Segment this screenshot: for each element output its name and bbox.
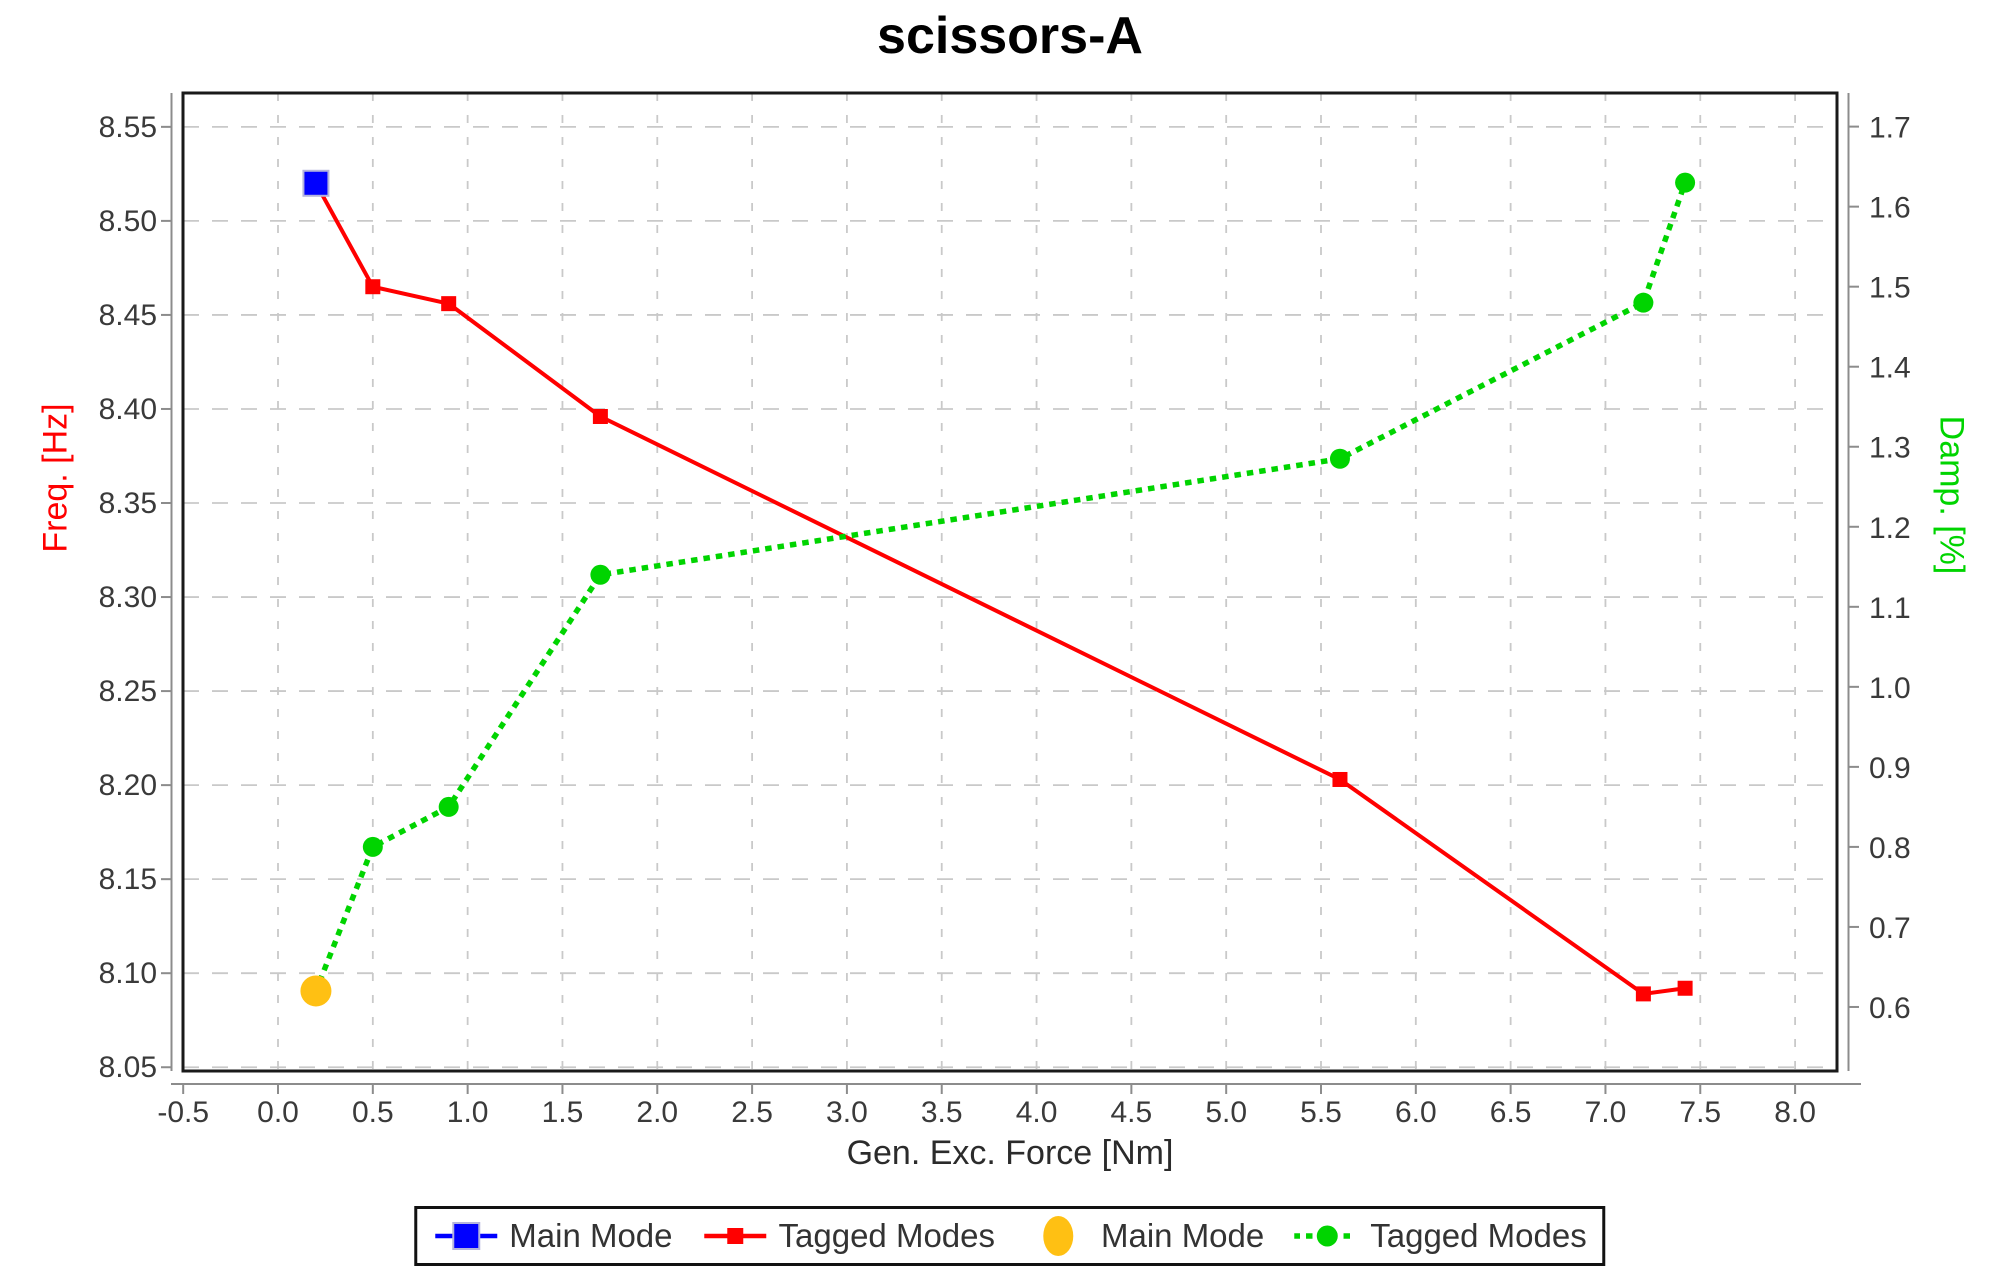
y-left-tick-label: 8.25: [99, 675, 157, 708]
legend-swatch-square-icon: [435, 1222, 498, 1250]
marker-tagged-freq: [592, 408, 608, 424]
marker-tagged-damp: [438, 796, 459, 817]
x-tick-label: -0.5: [157, 1096, 209, 1129]
y-right-tick-label: 0.7: [1869, 912, 1911, 945]
x-tick-label: 1.5: [542, 1096, 584, 1129]
legend-label: Tagged Modes: [1370, 1217, 1587, 1254]
y-right-tick-label: 0.9: [1869, 752, 1911, 785]
marker-tagged-damp: [362, 836, 383, 857]
marker-tagged-freq: [1635, 986, 1651, 1002]
legend-swatch-ellipse-icon: [1043, 1216, 1073, 1256]
x-tick-label: 3.0: [826, 1096, 868, 1129]
marker-tagged-damp: [1675, 172, 1696, 193]
marker-tagged-freq: [441, 296, 457, 312]
legend-entry-4: Tagged Modes: [1294, 1213, 1587, 1259]
marker-tagged-freq: [1332, 771, 1348, 787]
x-tick-label: 6.5: [1490, 1096, 1532, 1129]
series-line-tagged-freq: [314, 182, 1686, 996]
x-tick-label: 6.0: [1395, 1096, 1437, 1129]
y-right-tick-label: 1.4: [1869, 352, 1911, 385]
x-tick-label: 3.5: [921, 1096, 963, 1129]
y-left-tick-label: 8.10: [99, 957, 157, 990]
x-tick-label: 5.5: [1300, 1096, 1342, 1129]
legend-swatch-circle-icon: [1294, 1225, 1361, 1247]
y-left-tick-label: 8.20: [99, 769, 157, 802]
y-right-tick-label: 0.6: [1869, 992, 1911, 1025]
legend-label: Tagged Modes: [778, 1217, 995, 1254]
chart-title: scissors-A: [877, 7, 1143, 65]
legend-entry-2: Tagged Modes: [703, 1213, 995, 1259]
y-right-tick-label: 1.1: [1869, 592, 1911, 625]
legend-entry-3: Main Mode: [1025, 1213, 1264, 1259]
x-tick-label: 1.0: [447, 1096, 489, 1129]
marker-tagged-freq: [1677, 980, 1693, 996]
x-tick-label: 4.5: [1111, 1096, 1153, 1129]
marker-tagged-damp: [1633, 292, 1654, 313]
marker-tagged-damp: [590, 564, 611, 585]
y-axis-label-left: Freq. [Hz]: [36, 403, 75, 553]
x-tick-label: 2.0: [636, 1096, 678, 1129]
y-right-tick-label: 1.2: [1869, 512, 1911, 545]
x-tick-label: 2.5: [731, 1096, 773, 1129]
y-left-tick-label: 8.30: [99, 581, 157, 614]
x-tick-label: 5.0: [1205, 1096, 1247, 1129]
x-tick-label: 8.0: [1774, 1096, 1816, 1129]
y-right-tick-label: 1.6: [1869, 192, 1911, 225]
y-left-tick-label: 8.35: [99, 487, 157, 520]
y-left-tick-label: 8.05: [99, 1051, 157, 1084]
legend-swatch-square-icon: [704, 1228, 767, 1244]
legend-label: Main Mode: [1101, 1217, 1265, 1254]
legend-entry-1: Main Mode: [433, 1213, 673, 1259]
x-tick-label: 7.0: [1585, 1096, 1627, 1129]
x-tick-label: 7.5: [1679, 1096, 1721, 1129]
y-left-tick-label: 8.45: [99, 299, 157, 332]
marker-tagged-damp: [1329, 448, 1350, 469]
x-tick-label: 0.5: [352, 1096, 394, 1129]
y-right-tick-label: 1.0: [1869, 672, 1911, 705]
plot-border: [181, 91, 1839, 1073]
marker-tagged-freq: [365, 279, 381, 295]
y-right-tick-label: 1.3: [1869, 432, 1911, 465]
y-left-tick-label: 8.55: [99, 111, 157, 144]
legend-label: Main Mode: [509, 1217, 673, 1254]
x-axis-label: Gen. Exc. Force [Nm]: [846, 1134, 1174, 1172]
y-left-tick-label: 8.40: [99, 393, 157, 426]
y-left-tick-label: 8.15: [99, 863, 157, 896]
marker-main-freq: [302, 169, 330, 197]
x-tick-label: 0.0: [257, 1096, 299, 1129]
marker-main-damp: [300, 975, 332, 1007]
y-right-tick-label: 1.5: [1869, 272, 1911, 305]
y-right-tick-label: 0.8: [1869, 832, 1911, 865]
y-left-tick-label: 8.50: [99, 205, 157, 238]
y-axis-label-right: Damp. [%]: [1932, 415, 1971, 575]
legend: Main Mode Tagged Modes Main Mode Tagged Mod…: [414, 1206, 1606, 1266]
y-right-tick-label: 1.7: [1869, 112, 1911, 145]
series-line-tagged-damp: [312, 179, 1689, 995]
x-tick-label: 4.0: [1016, 1096, 1058, 1129]
